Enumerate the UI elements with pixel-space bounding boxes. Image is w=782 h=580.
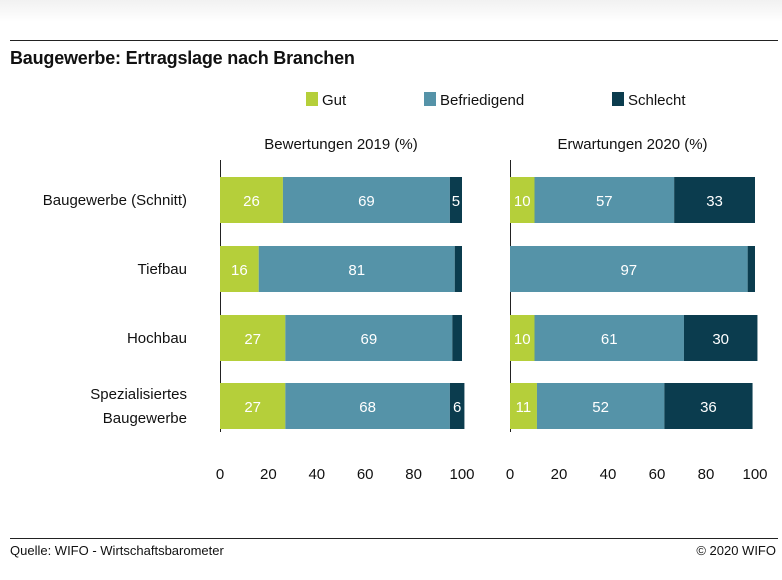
data-label: 36 xyxy=(700,399,717,416)
category-label: Hochbau xyxy=(127,330,187,347)
source-note: Quelle: WIFO - Wirtschaftsbarometer xyxy=(10,543,224,558)
bar-segment-befriedigend xyxy=(258,246,455,292)
x-tick-label: 80 xyxy=(405,466,422,483)
data-label: 16 xyxy=(231,262,248,279)
data-label: 33 xyxy=(706,193,723,210)
bar-segment-befriedigend xyxy=(285,315,453,361)
chart-title: Baugewerbe: Ertragslage nach Branchen xyxy=(10,48,355,68)
data-label: 81 xyxy=(348,262,365,279)
data-label: 30 xyxy=(712,331,729,348)
data-label: 27 xyxy=(244,399,261,416)
x-tick-label: 20 xyxy=(260,466,277,483)
bar-segment-schlecht xyxy=(674,177,755,223)
data-label: 10 xyxy=(514,331,531,348)
copyright-note: © 2020 WIFO xyxy=(696,543,776,558)
x-tick-label: 100 xyxy=(449,466,474,483)
bar-segment-schlecht xyxy=(449,177,462,223)
legend-label-schlecht: Schlecht xyxy=(628,92,686,109)
category-label: Baugewerbe xyxy=(103,410,187,427)
legend-label-befriedigend: Befriedigend xyxy=(440,92,524,109)
x-tick-label: 0 xyxy=(506,466,514,483)
legend-swatch-befriedigend xyxy=(424,92,436,106)
panel-title: Bewertungen 2019 (%) xyxy=(264,136,417,153)
bar-segment-schlecht xyxy=(683,315,758,361)
bar-segment-befriedigend xyxy=(534,315,684,361)
data-label: 27 xyxy=(244,331,261,348)
data-label: 69 xyxy=(360,331,377,348)
x-tick-label: 80 xyxy=(698,466,715,483)
bar-segment-gut xyxy=(510,177,535,223)
bar-segment-gut xyxy=(220,177,283,223)
x-tick-label: 60 xyxy=(649,466,666,483)
data-label: 68 xyxy=(359,399,376,416)
footer-rule xyxy=(10,538,778,539)
data-label: 6 xyxy=(453,399,461,416)
data-label: 26 xyxy=(243,193,260,210)
bar-segment-gut xyxy=(510,383,537,429)
data-label: 61 xyxy=(601,331,618,348)
bar-segment-gut xyxy=(510,315,535,361)
data-label: 52 xyxy=(592,399,609,416)
legend-swatch-schlecht xyxy=(612,92,624,106)
legend-swatch-gut xyxy=(306,92,318,106)
data-label: 11 xyxy=(516,399,532,416)
x-tick-label: 40 xyxy=(600,466,617,483)
data-label: 69 xyxy=(358,193,375,210)
x-tick-label: 60 xyxy=(357,466,374,483)
bar-segment-schlecht xyxy=(664,383,753,429)
bar-segment-gut xyxy=(220,383,286,429)
bar-segment-befriedigend xyxy=(282,177,450,223)
bar-segment-befriedigend xyxy=(285,383,450,429)
bar-segment-schlecht xyxy=(449,383,465,429)
bar-segment-gut xyxy=(220,315,286,361)
data-label: 57 xyxy=(596,193,613,210)
bar-segment-schlecht xyxy=(452,315,462,361)
bar-segment-befriedigend xyxy=(536,383,665,429)
data-label: 5 xyxy=(452,193,460,210)
bar-segment-schlecht xyxy=(747,246,755,292)
category-label: Tiefbau xyxy=(138,261,187,278)
bar-segment-befriedigend xyxy=(534,177,675,223)
data-label: 10 xyxy=(514,193,531,210)
bar-segment-befriedigend xyxy=(510,246,748,292)
category-label: Baugewerbe (Schnitt) xyxy=(43,192,187,209)
data-label: 97 xyxy=(620,262,637,279)
x-tick-label: 0 xyxy=(216,466,224,483)
panel-title: Erwartungen 2020 (%) xyxy=(557,136,707,153)
x-tick-label: 20 xyxy=(551,466,568,483)
x-tick-label: 40 xyxy=(308,466,325,483)
category-label: Spezialisiertes xyxy=(90,386,187,403)
bar-segment-gut xyxy=(220,246,259,292)
x-tick-label: 100 xyxy=(742,466,767,483)
title-rule xyxy=(10,40,778,41)
top-band xyxy=(0,0,782,22)
legend-label-gut: Gut xyxy=(322,92,347,109)
bar-segment-schlecht xyxy=(454,246,462,292)
